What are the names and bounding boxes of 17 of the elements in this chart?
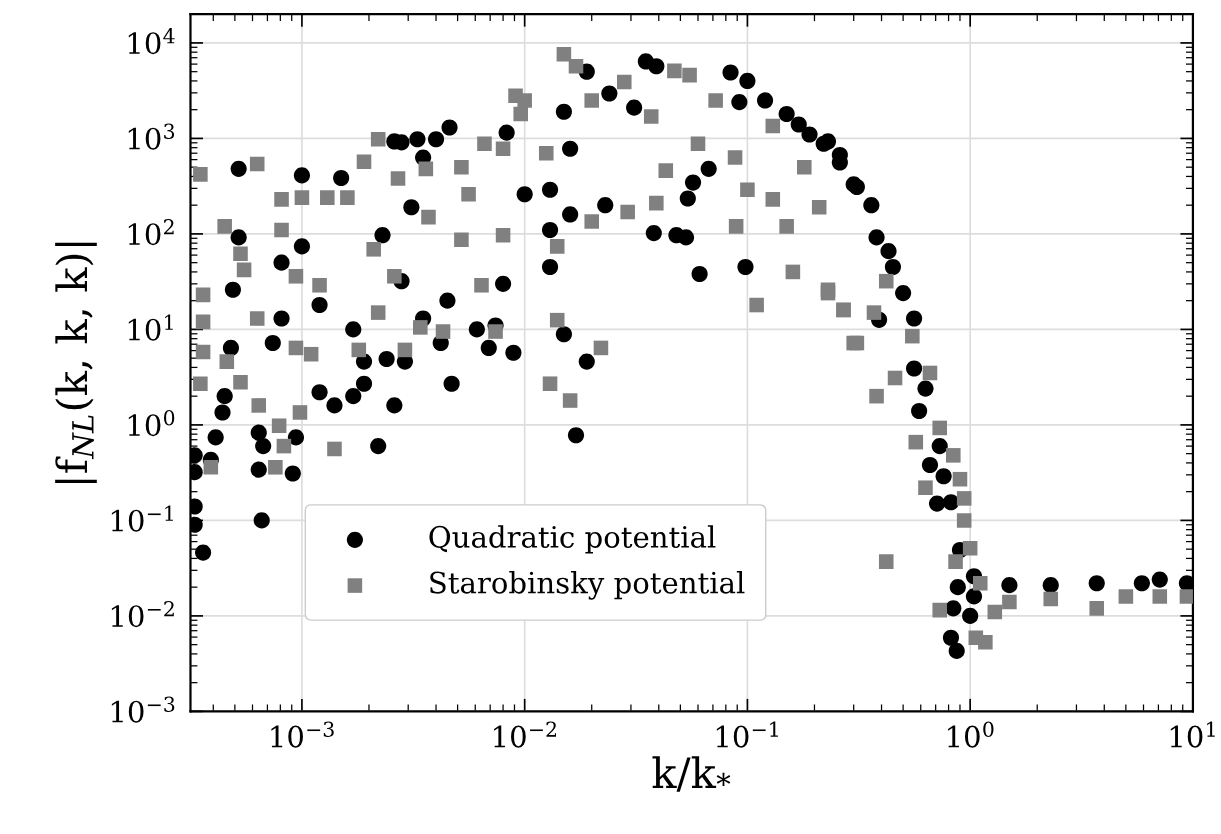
x-tick-label: 10$^{−1}$ xyxy=(716,721,778,748)
x-axis-title: k/k$_{*}$ xyxy=(652,756,731,792)
x-tick-label: 10$^{−3}$ xyxy=(271,721,334,748)
x-tick-label: 10$^{0}$ xyxy=(948,721,994,748)
legend-label: Starobinsky potential xyxy=(430,571,745,600)
y-tick-label: 10$^{−3}$ xyxy=(111,696,175,723)
y-tick-label: 10$^{−2}$ xyxy=(111,601,174,628)
legend-label: Quadratic potential xyxy=(429,525,716,554)
y-tick-label: 10$^{4}$ xyxy=(128,28,175,55)
x-tick-label: 10$^{1}$ xyxy=(1170,721,1215,748)
y-tick-label: 10$^{0}$ xyxy=(128,410,175,437)
x-tick-label: 10$^{−2}$ xyxy=(494,721,557,748)
y-tick-label: 10$^{3}$ xyxy=(128,123,175,150)
y-tick-label: 10$^{2}$ xyxy=(128,219,174,246)
y-axis-title: |f$_{NL}$(k, k, k)| xyxy=(55,242,97,484)
y-tick-label: 10$^{−1}$ xyxy=(111,505,173,532)
y-tick-label: 10$^{1}$ xyxy=(128,314,173,341)
